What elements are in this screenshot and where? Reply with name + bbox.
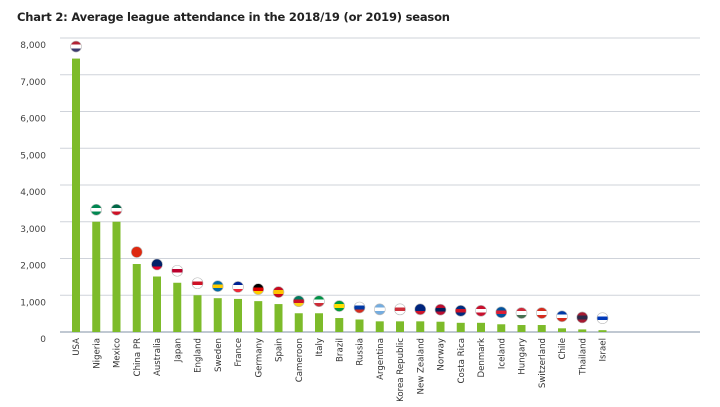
bar <box>132 264 141 332</box>
x-tick-label: Chile <box>558 338 568 360</box>
bar <box>375 321 384 332</box>
y-tick-label: 0 <box>40 335 46 345</box>
x-tick-label: Sweden <box>214 338 224 372</box>
x-tick-label: Italy <box>315 338 325 357</box>
x-tick-label: Russia <box>356 338 366 366</box>
bar <box>416 321 425 332</box>
flag-icon <box>292 295 305 308</box>
flag-icon <box>232 281 244 293</box>
flag-icon <box>556 310 568 323</box>
flag-icon <box>353 301 366 314</box>
chart-title: Chart 2: Average league attendance in th… <box>17 10 450 24</box>
flag-icon <box>515 307 528 319</box>
flag-icon <box>191 277 204 290</box>
flag-icon <box>495 306 508 319</box>
flag-icon <box>576 311 589 324</box>
x-tick-label: France <box>234 338 244 367</box>
x-tick-label: New Zealand <box>416 338 426 394</box>
x-tick-label: England <box>194 338 204 373</box>
flag-icon <box>333 300 346 312</box>
x-tick-label: Australia <box>153 338 163 376</box>
flag-icon <box>596 312 609 324</box>
flag-icon <box>313 295 325 308</box>
bar <box>254 301 263 332</box>
bar <box>173 282 182 332</box>
x-tick-label: Spain <box>275 338 285 362</box>
y-tick-label: 5,000 <box>20 151 46 161</box>
bar <box>274 304 283 332</box>
bar <box>436 321 445 332</box>
bar <box>153 276 161 332</box>
x-tick-label: Argentina <box>376 338 386 380</box>
bar <box>92 221 101 332</box>
bar <box>315 313 323 332</box>
x-tick-label: USA <box>72 338 82 356</box>
bar <box>112 221 121 332</box>
y-tick-label: 8,000 <box>20 41 46 51</box>
flag-icon <box>252 283 265 295</box>
x-tick-label: Korea Republic <box>396 338 406 402</box>
bar <box>213 298 222 332</box>
x-tick-label: Switzerland <box>538 338 548 388</box>
flag-icon <box>151 258 163 271</box>
bar <box>598 330 607 332</box>
x-tick-label: Japan <box>173 338 183 363</box>
bar <box>537 325 546 332</box>
flag-icon <box>373 303 386 316</box>
bar <box>477 322 485 332</box>
bar <box>193 295 202 332</box>
x-tick-label: Denmark <box>477 338 487 378</box>
flag-icon <box>475 305 487 317</box>
flag-icon <box>90 203 103 216</box>
x-tick-label: Norway <box>437 338 447 371</box>
flag-icon <box>70 40 82 53</box>
y-tick-label: 6,000 <box>20 115 46 125</box>
bar <box>558 328 566 332</box>
flag-icon <box>130 246 143 258</box>
flag-icon <box>454 305 467 317</box>
bar <box>456 322 465 332</box>
x-tick-label: Costa Rica <box>457 338 467 383</box>
flag-icon <box>272 286 285 298</box>
x-tick-label: Hungary <box>518 338 528 375</box>
x-tick-label: Germany <box>254 338 264 378</box>
flag-icon <box>434 303 447 316</box>
bar <box>517 325 526 332</box>
bar <box>578 329 587 332</box>
flag-icon <box>171 264 184 277</box>
bar <box>294 313 303 332</box>
bar <box>355 319 364 332</box>
x-tick-label: Israel <box>599 338 609 362</box>
x-tick-label: Brazil <box>335 338 345 362</box>
bar <box>72 58 80 333</box>
bar <box>335 318 344 332</box>
x-tick-label: Iceland <box>497 338 507 369</box>
y-tick-label: 7,000 <box>20 78 46 88</box>
flag-icon <box>110 203 123 216</box>
flag-icon <box>211 280 224 292</box>
flag-icon <box>535 307 548 319</box>
y-tick-label: 1,000 <box>20 298 46 308</box>
y-tick-label: 2,000 <box>20 262 46 272</box>
x-tick-label: China PR <box>133 338 143 376</box>
bar <box>497 324 506 332</box>
y-tick-label: 3,000 <box>20 225 46 235</box>
bar <box>396 321 404 332</box>
x-tick-label: Cameroon <box>295 338 305 382</box>
flag-icon <box>414 303 427 316</box>
x-tick-label: Nigeria <box>92 338 102 369</box>
flag-icon <box>394 303 406 316</box>
x-tick-label: Thailand <box>578 338 588 376</box>
x-tick-label: Mexico <box>113 338 123 368</box>
bar <box>234 298 242 332</box>
y-tick-label: 4,000 <box>20 188 46 198</box>
